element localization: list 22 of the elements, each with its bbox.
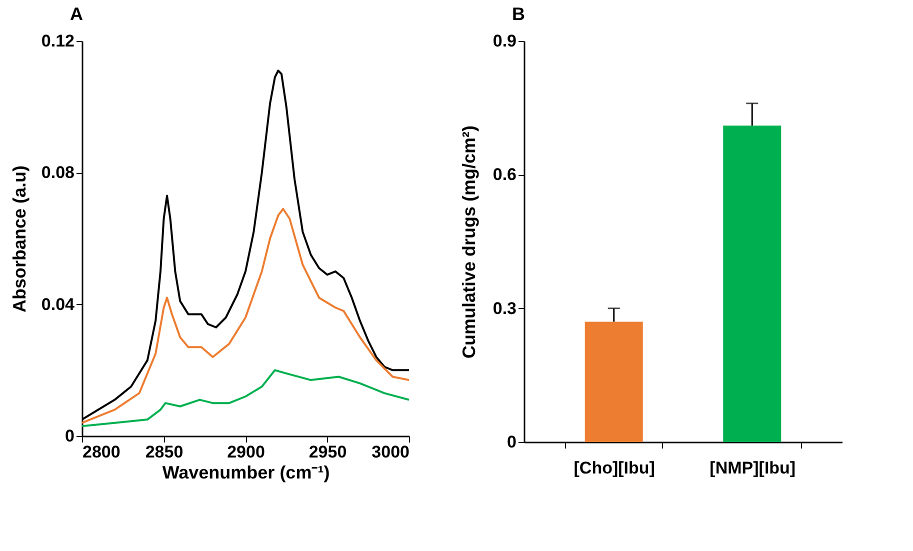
y-tick-label: 0 <box>507 432 516 452</box>
x-tick-label: 3000 <box>372 442 410 462</box>
y-tick-label: 0.9 <box>492 32 516 50</box>
x-tick-label: [Cho][Ibu] <box>574 458 655 478</box>
y-tick-label: 0.04 <box>41 294 76 314</box>
chart-title: B <box>512 4 525 24</box>
x-tick-label: 2900 <box>227 442 265 462</box>
x-tick-label: 2800 <box>82 442 120 462</box>
y-tick-label: 0.12 <box>41 32 74 50</box>
x-axis-title: Wavenumber (cm⁻¹) <box>162 462 330 482</box>
y-tick-label: 0 <box>65 426 74 446</box>
y-tick-label: 0.6 <box>492 165 516 184</box>
x-tick-label: 2850 <box>145 442 184 462</box>
line-series <box>82 208 409 424</box>
y-tick-label: 0.3 <box>492 298 516 318</box>
x-tick-label: 2950 <box>308 442 347 462</box>
x-tick-label: [NMP][Ibu] <box>710 458 796 478</box>
y-axis-title: Cumulative drugs (mg/cm²) <box>458 125 479 359</box>
chart-title: A <box>70 4 83 24</box>
y-tick-label: 0.08 <box>41 163 74 182</box>
y-axis-title: Absorbance (a.u) <box>9 165 30 313</box>
line-series <box>82 369 409 428</box>
